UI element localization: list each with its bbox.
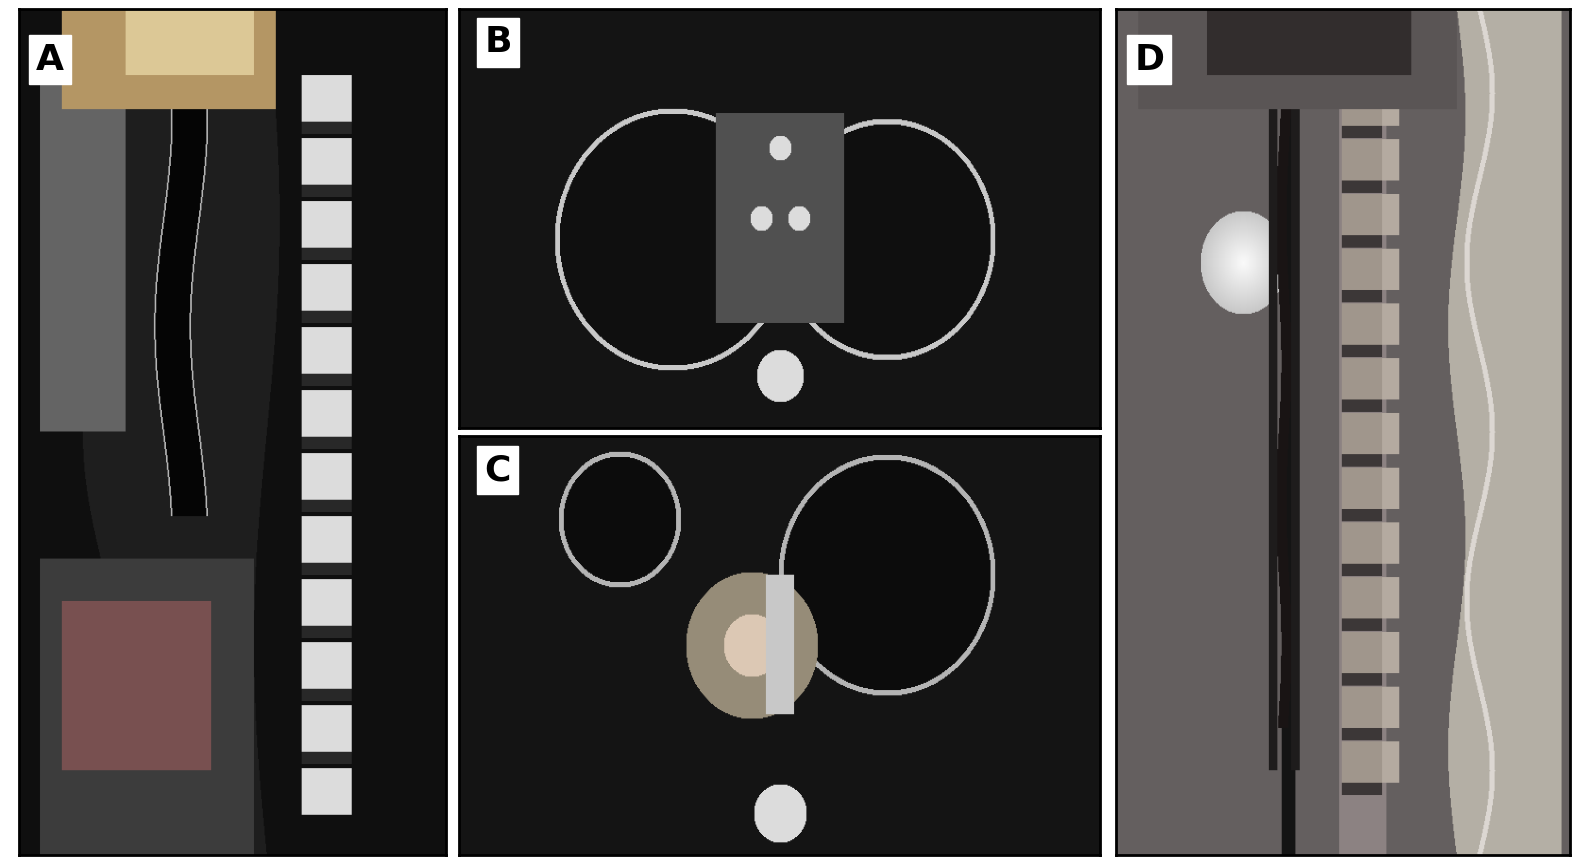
Text: C: C — [484, 453, 511, 487]
Text: B: B — [484, 25, 513, 60]
Text: A: A — [36, 42, 63, 77]
Text: D: D — [1133, 42, 1164, 77]
